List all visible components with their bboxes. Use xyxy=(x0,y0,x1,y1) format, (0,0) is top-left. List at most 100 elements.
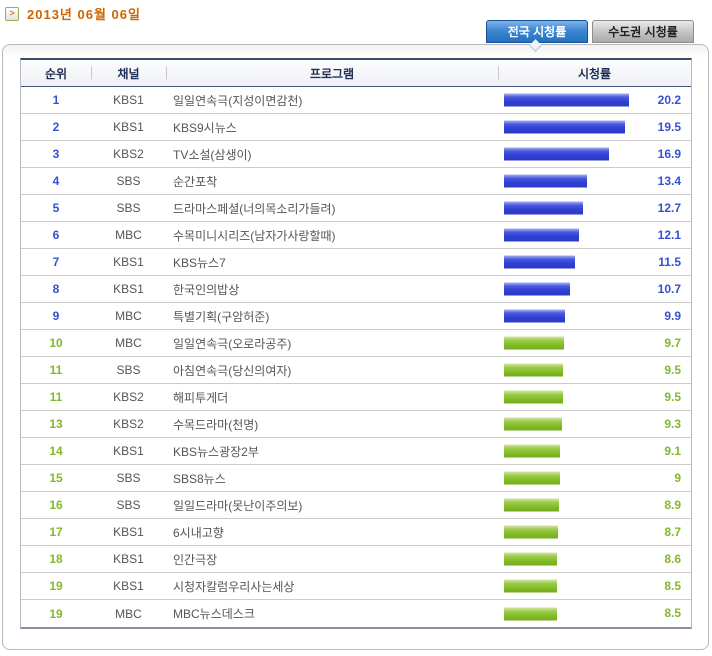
rank-value: 2 xyxy=(52,120,60,134)
program-title: 아침연속극(당신의여자) xyxy=(173,363,292,378)
program-title: 수목미니시리즈(남자가사랑할때) xyxy=(173,228,336,243)
rating-value: 8.5 xyxy=(664,579,681,593)
rating-bar xyxy=(504,417,562,431)
rating-bar xyxy=(504,390,563,404)
rating-value: 16.9 xyxy=(657,147,681,161)
channel-value: SBS xyxy=(116,498,141,512)
rating-bar xyxy=(504,93,629,107)
rating-cell: 9.5 xyxy=(498,357,691,383)
rating-value: 9 xyxy=(674,471,681,485)
rank-value: 9 xyxy=(52,309,60,323)
table-row: 5 SBS 드라마스페셜(너의목소리가들려) 12.7 xyxy=(21,195,691,222)
tab-national-ratings[interactable]: 전국 시청률 xyxy=(486,20,588,43)
tab-metro-ratings[interactable]: 수도권 시청률 xyxy=(592,20,694,43)
rating-value: 12.1 xyxy=(657,228,681,242)
rating-value: 8.5 xyxy=(664,606,681,620)
program-title: 해피투게더 xyxy=(173,390,229,405)
table-row: 14 KBS1 KBS뉴스광장2부 9.1 xyxy=(21,438,691,465)
rank-value: 5 xyxy=(52,201,60,215)
rating-cell: 19.5 xyxy=(498,114,691,140)
program-title: 인간극장 xyxy=(173,552,218,567)
table-row: 11 KBS2 해피투게더 9.5 xyxy=(21,384,691,411)
table-row: 4 SBS 순간포착 13.4 xyxy=(21,168,691,195)
program-title: TV소설(삼생이) xyxy=(173,147,252,162)
rank-value: 8 xyxy=(52,282,60,296)
rating-bar xyxy=(504,363,563,377)
rating-cell: 16.9 xyxy=(498,141,691,167)
rank-value: 13 xyxy=(49,417,63,431)
rating-bar xyxy=(504,201,583,215)
table-row: 6 MBC 수목미니시리즈(남자가사랑할때) 12.1 xyxy=(21,222,691,249)
table-row: 19 MBC MBC뉴스데스크 8.5 xyxy=(21,600,691,627)
table-row: 15 SBS SBS8뉴스 9 xyxy=(21,465,691,492)
table-row: 7 KBS1 KBS뉴스7 11.5 xyxy=(21,249,691,276)
rating-cell: 9.1 xyxy=(498,438,691,464)
channel-value: MBC xyxy=(115,309,142,323)
rating-cell: 8.5 xyxy=(498,600,691,627)
rank-value: 19 xyxy=(49,579,63,593)
rating-cell: 9 xyxy=(498,465,691,491)
rating-cell: 10.7 xyxy=(498,276,691,302)
rating-cell: 12.7 xyxy=(498,195,691,221)
channel-value: MBC xyxy=(115,606,142,621)
rank-value: 3 xyxy=(52,147,60,161)
program-title: 6시내고향 xyxy=(173,525,224,540)
rank-value: 19 xyxy=(49,606,63,621)
table-row: 10 MBC 일일연속극(오로라공주) 9.7 xyxy=(21,330,691,357)
channel-value: KBS2 xyxy=(113,390,144,404)
rating-cell: 11.5 xyxy=(498,249,691,275)
rank-value: 16 xyxy=(49,498,63,512)
table-header-row: 순위 채널 프로그램 시청률 xyxy=(21,60,691,87)
rank-value: 6 xyxy=(52,228,60,242)
channel-value: SBS xyxy=(116,174,141,188)
program-title: KBS뉴스광장2부 xyxy=(173,444,259,459)
rating-value: 11.5 xyxy=(658,255,681,269)
rating-value: 20.2 xyxy=(657,93,681,107)
channel-value: KBS1 xyxy=(113,444,144,458)
rank-value: 11 xyxy=(49,390,63,404)
rating-bar xyxy=(504,174,587,188)
rating-bar xyxy=(504,336,564,350)
rating-value: 8.6 xyxy=(664,552,681,566)
column-header-program: 프로그램 xyxy=(166,65,498,82)
rating-scope-tabs: 전국 시청률 수도권 시청률 xyxy=(486,20,694,43)
rating-cell: 8.5 xyxy=(498,573,691,599)
rating-bar xyxy=(504,282,570,296)
table-row: 9 MBC 특별기획(구암허준) 9.9 xyxy=(21,303,691,330)
rating-cell: 9.9 xyxy=(498,303,691,329)
channel-value: KBS1 xyxy=(113,93,144,107)
table-row: 8 KBS1 한국인의밥상 10.7 xyxy=(21,276,691,303)
program-title: 수목드라마(천명) xyxy=(173,417,259,432)
column-header-rating: 시청률 xyxy=(498,65,691,82)
channel-value: MBC xyxy=(115,228,142,242)
channel-value: KBS1 xyxy=(113,552,144,566)
channel-value: SBS xyxy=(116,363,141,377)
rating-value: 9.9 xyxy=(664,309,681,323)
table-row: 19 KBS1 시청자칼럼우리사는세상 8.5 xyxy=(21,573,691,600)
rating-cell: 9.3 xyxy=(498,411,691,437)
table-row: 3 KBS2 TV소설(삼생이) 16.9 xyxy=(21,141,691,168)
channel-value: KBS2 xyxy=(113,147,144,161)
program-title: 한국인의밥상 xyxy=(173,282,240,297)
rating-bar xyxy=(504,255,575,269)
channel-value: KBS1 xyxy=(113,255,144,269)
rating-cell: 8.7 xyxy=(498,519,691,545)
rank-value: 18 xyxy=(49,552,63,566)
rating-cell: 8.6 xyxy=(498,546,691,572)
rank-value: 17 xyxy=(49,525,63,539)
table-row: 18 KBS1 인간극장 8.6 xyxy=(21,546,691,573)
rank-value: 14 xyxy=(49,444,63,458)
program-title: MBC뉴스데스크 xyxy=(173,607,255,621)
rating-value: 9.3 xyxy=(664,417,681,431)
program-title: 드라마스페셜(너의목소리가들려) xyxy=(173,201,336,216)
column-header-rank: 순위 xyxy=(44,66,68,81)
rating-bar xyxy=(504,228,579,242)
table-row: 13 KBS2 수목드라마(천명) 9.3 xyxy=(21,411,691,438)
channel-value: KBS1 xyxy=(113,525,144,539)
rating-value: 9.1 xyxy=(664,444,681,458)
program-title: 특별기획(구암허준) xyxy=(173,309,270,324)
rating-bar xyxy=(504,579,557,593)
rating-bar xyxy=(504,309,565,323)
rating-value: 10.7 xyxy=(657,282,681,296)
rank-value: 4 xyxy=(52,174,60,188)
